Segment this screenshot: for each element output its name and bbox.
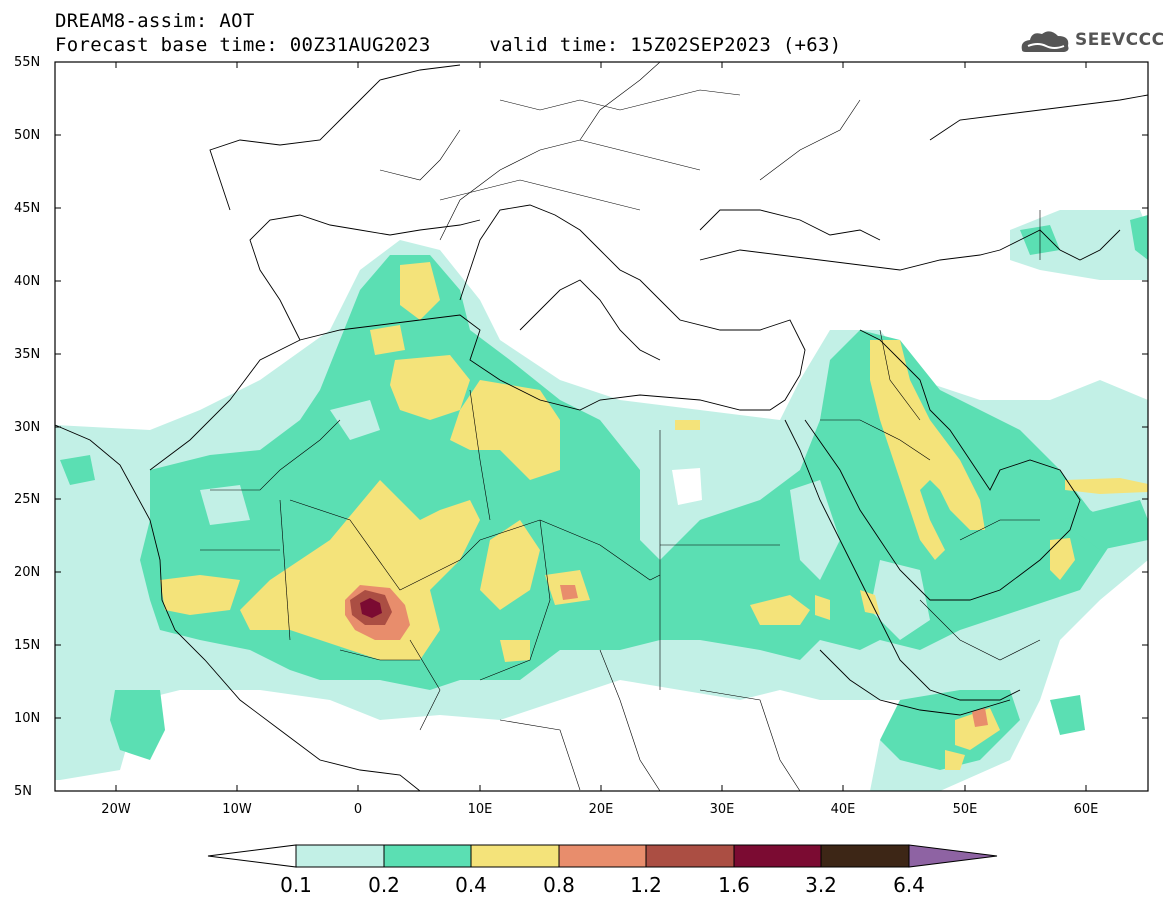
colorbar-segment-0.2-0.4 <box>383 844 472 868</box>
colorbar-label: 0.2 <box>368 873 400 897</box>
aot-layer-1.6 <box>360 598 382 618</box>
lat-tick-label: 45N <box>14 201 41 216</box>
colorbar-segment-0.4-0.8 <box>470 844 560 868</box>
country-borders <box>200 62 1041 791</box>
lat-tick-label: 10N <box>14 711 41 726</box>
colorbar-label: 1.2 <box>630 873 662 897</box>
cloud-icon <box>1021 31 1069 52</box>
colorbar-segment-1.2-1.6 <box>645 844 735 868</box>
lon-tick-label: 0 <box>353 802 363 817</box>
axis-ticks <box>55 61 1148 791</box>
colorbar-segment-0.1-0.2 <box>295 844 385 868</box>
lon-tick-label: 60E <box>1073 802 1099 817</box>
colorbar-label: 0.4 <box>455 873 487 897</box>
lat-tick-label: 20N <box>14 565 41 580</box>
lat-tick-label: 55N <box>14 55 41 70</box>
lat-tick-label: 15N <box>14 638 41 653</box>
lon-tick-label: 20W <box>101 802 131 817</box>
map-title: DREAM8-assim: AOT <box>55 10 255 32</box>
forecast-times: Forecast base time: 00Z31AUG2023 valid t… <box>55 34 842 56</box>
colorbar <box>207 844 998 868</box>
colorbar-segment-0.8-1.2 <box>558 844 647 868</box>
lat-tick-label: 50N <box>14 128 41 143</box>
lat-tick-label: 5N <box>14 784 32 799</box>
colorbar-label: 0.8 <box>543 873 575 897</box>
lat-tick-label: 35N <box>14 347 41 362</box>
colorbar-label: 3.2 <box>805 873 837 897</box>
lon-tick-label: 10W <box>222 802 252 817</box>
lon-tick-label: 40E <box>830 802 856 817</box>
lon-tick-label: 50E <box>952 802 978 817</box>
lat-tick-label: 40N <box>14 274 41 289</box>
lon-tick-label: 20E <box>588 802 614 817</box>
colorbar-label: 6.4 <box>893 873 925 897</box>
coastlines <box>55 64 1148 791</box>
colorbar-segment-lt-0.1 <box>207 844 297 868</box>
logo-text: SEEVCCC <box>1075 30 1165 50</box>
colorbar-label: 0.1 <box>280 873 312 897</box>
colorbar-segment-gt-6.4 <box>908 844 998 868</box>
lon-tick-label: 10E <box>467 802 493 817</box>
colorbar-label: 1.6 <box>718 873 750 897</box>
colorbar-segment-3.2-6.4 <box>820 844 910 868</box>
colorbar-segment-1.6-3.2 <box>733 844 822 868</box>
aot-layer-0.4 <box>160 262 1148 770</box>
lat-tick-label: 25N <box>14 492 41 507</box>
lon-tick-label: 30E <box>709 802 735 817</box>
lat-tick-label: 30N <box>14 420 41 435</box>
